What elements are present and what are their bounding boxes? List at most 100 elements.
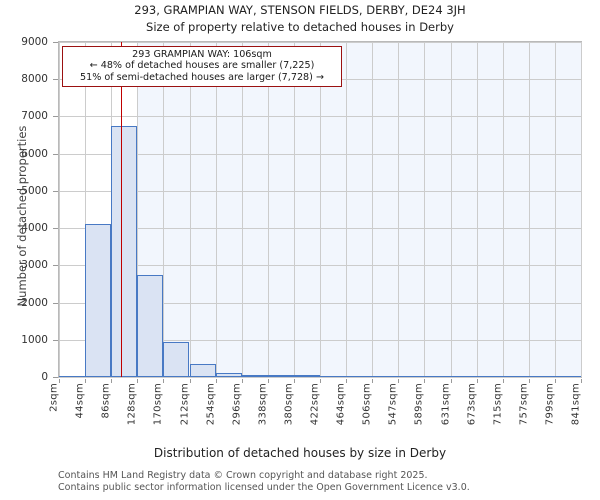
annotation-line-3: 51% of semi-detached houses are larger (… [80,71,324,83]
y-axis-tick-label: 7000 [21,110,48,123]
footer-line-1: Contains HM Land Registry data © Crown c… [58,470,428,481]
x-axis-tick-label: 841sqm [570,383,582,426]
x-axis-tick-mark [85,379,87,383]
annotation-line-2: ← 48% of detached houses are smaller (7,… [89,60,315,72]
x-axis-tick-label: 86sqm [100,383,112,419]
gridline-vertical [189,42,191,377]
gridline-vertical [450,42,452,377]
y-axis-title: Number of detached properties [15,125,29,307]
x-axis-tick-mark [267,379,269,383]
x-axis-tick-label: 422sqm [309,383,321,426]
y-axis-tick-label: 6000 [21,147,48,160]
x-axis-tick-label: 506sqm [361,383,373,426]
gridline-vertical [528,42,530,377]
gridline-vertical [476,42,478,377]
y-axis-tick-mark [53,265,58,267]
histogram-bar [189,364,216,377]
x-axis-tick-label: 128sqm [126,383,138,426]
y-axis-tick-mark [53,228,58,230]
x-axis-tick-label: 170sqm [152,383,164,426]
histogram-baseline [59,375,581,377]
page-title: 293, GRAMPIAN WAY, STENSON FIELDS, DERBY… [134,3,466,17]
y-axis-tick-mark [53,42,58,43]
x-axis-tick-mark [372,379,374,383]
x-axis-tick-label: 673sqm [466,383,478,426]
y-axis-tick-label: 1000 [21,333,48,346]
y-axis-tick-label: 5000 [21,184,48,197]
gridline-vertical [137,42,139,377]
x-axis-tick-label: 547sqm [387,383,399,426]
footer-attribution: Contains HM Land Registry data © Crown c… [58,470,598,493]
gridline-vertical [398,42,400,377]
gridline-vertical [85,42,87,377]
y-axis-tick-mark [53,79,58,81]
y-axis-tick-mark [53,377,58,378]
annotation-line-1: 293 GRAMPIAN WAY: 106sqm [132,49,272,60]
gridline-vertical [424,42,426,377]
x-axis-title: Distribution of detached houses by size … [153,446,447,460]
footer-line-2: Contains public sector information licen… [58,481,470,493]
gridline-vertical [502,42,504,377]
x-axis-tick-label: 380sqm [283,383,295,426]
x-axis-tick-mark [450,379,452,383]
x-axis-tick-mark [163,379,165,383]
gridline-vertical [293,42,295,377]
chart-title-block: 293, GRAMPIAN WAY, STENSON FIELDS, DERBY… [0,2,600,36]
x-axis-tick-mark [346,379,348,383]
y-axis-tick-label: 3000 [21,259,48,272]
histogram-bar [85,224,112,377]
x-axis-tick-label: 631sqm [440,383,451,426]
x-axis-tick-mark [241,379,243,383]
x-axis-tick-label: 296sqm [231,383,243,426]
y-axis-tick-label: 4000 [21,222,48,235]
y-axis-tick-mark [53,153,58,155]
y-axis-tick-mark [53,116,58,118]
gridline-vertical [59,42,60,377]
x-axis-tick-mark [554,379,556,383]
x-axis-tick-mark [424,379,426,383]
x-axis-tick-mark [476,379,478,383]
histogram-bar [111,125,138,377]
x-axis-tick-label: 212sqm [179,383,190,426]
x-axis-tick-label: 254sqm [205,383,217,426]
x-axis-tick-label: 2sqm [48,383,60,412]
x-axis-tick-label: 589sqm [413,383,425,426]
x-axis-tick-mark [59,379,60,383]
x-axis-tick-label: 715sqm [492,383,504,426]
gridline-horizontal [59,377,581,378]
histogram-bar [137,275,164,377]
plot-area [58,41,582,378]
gridline-vertical [241,42,243,377]
x-axis-tick-mark [111,379,113,383]
gridline-vertical [581,42,582,377]
gridline-vertical [320,42,321,377]
y-axis-tick-label: 0 [41,371,48,383]
gridline-vertical [554,42,556,377]
histogram-bar [163,341,190,377]
y-axis-tick-mark [53,190,58,192]
y-axis-labels: 0 1000 2000 3000 4000 5000 6000 7000 8000 9000 [0,36,58,383]
x-axis-tick-mark [502,379,504,383]
x-axis-tick-label: 757sqm [518,383,530,426]
chart-subtitle: Size of property relative to detached ho… [146,20,454,34]
x-axis-tick-mark [137,379,139,383]
x-axis-tick-mark [320,379,321,383]
x-axis-tick-mark [581,379,582,383]
y-axis-tick-mark [53,339,58,341]
gridline-vertical [267,42,269,377]
x-axis-tick-mark [189,379,191,383]
x-axis-tick-label: 44sqm [74,383,86,419]
gridline-vertical [163,42,165,377]
gridline-vertical [346,42,348,377]
y-axis-tick-mark [53,302,58,304]
x-axis-labels: 2sqm 44sqm 86sqm 128sqm 170sqm 212sqm 254sqm 29… [0,379,600,441]
shaded-region [137,42,581,377]
gridline-vertical [215,42,217,377]
x-axis-tick-mark [398,379,400,383]
annotation-box: 293 GRAMPIAN WAY: 106sqm ← 48% of detach… [62,46,342,88]
gridline-vertical [372,42,374,377]
y-axis-tick-label: 9000 [21,36,48,48]
x-axis-tick-label: 338sqm [257,383,269,426]
histogram-bar [215,372,242,377]
